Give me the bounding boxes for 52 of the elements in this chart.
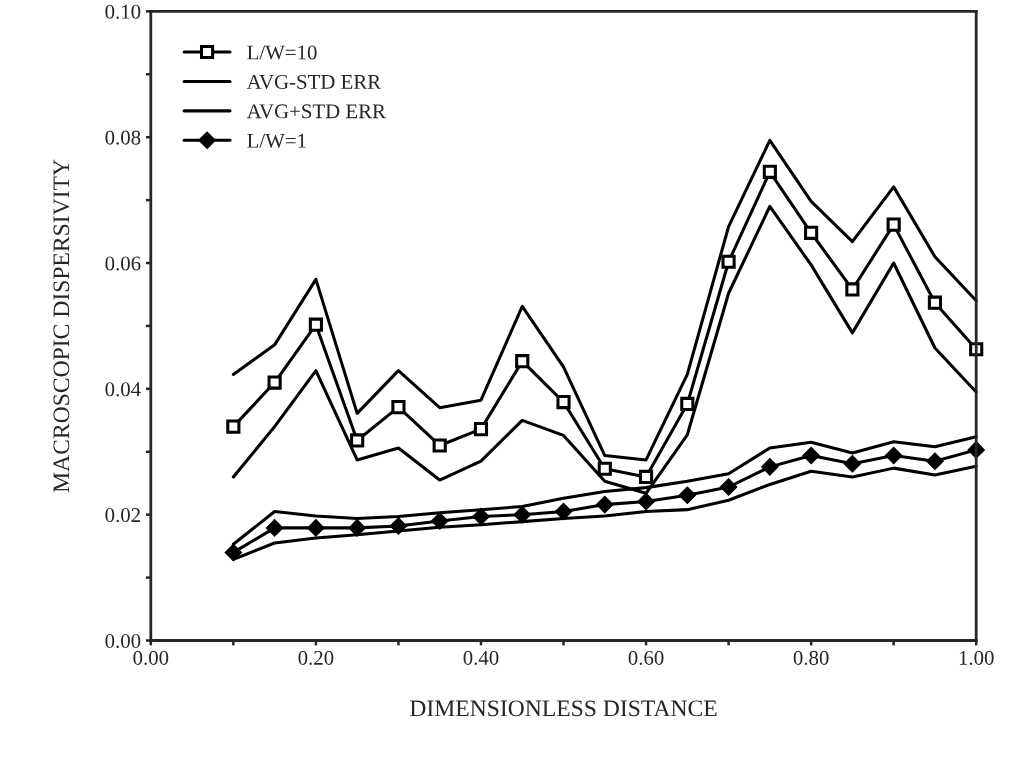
point [761, 458, 779, 476]
point [350, 433, 365, 448]
point [804, 225, 819, 240]
y-axis-title: MACROSCOPIC DISPERSIVITY [53, 159, 70, 493]
point [680, 396, 695, 412]
point [226, 419, 241, 434]
point [926, 452, 944, 470]
point [431, 512, 449, 530]
point [721, 254, 736, 269]
x-tick-label: 0.20 [298, 650, 334, 665]
point [885, 447, 903, 464]
point [678, 486, 696, 504]
point [762, 164, 777, 179]
x-tick-label: 0.00 [133, 650, 169, 665]
point [348, 519, 366, 537]
y-tick-label: 0.00 [105, 633, 141, 649]
point [596, 496, 614, 514]
point [886, 217, 901, 232]
x-axis-title: DIMENSIONLESS DISTANCE [410, 700, 717, 717]
point [637, 493, 655, 510]
point [267, 375, 282, 390]
point [432, 438, 447, 453]
point [555, 503, 572, 520]
x-tick-label: 0.80 [793, 650, 829, 665]
y-tick-label: 0.02 [105, 508, 140, 523]
point [472, 508, 490, 525]
point [927, 295, 943, 310]
point [308, 317, 323, 332]
legend-label: L/W=1 [247, 133, 306, 148]
x-tick-label: 0.40 [463, 650, 499, 665]
y-tick-label: 0.06 [105, 256, 141, 271]
point [556, 394, 571, 410]
point [802, 447, 820, 464]
x-tick-label: 0.60 [628, 650, 664, 665]
point [843, 455, 861, 473]
legend-label: AVG+STD ERR [246, 104, 386, 119]
point [638, 469, 654, 485]
x-tick-label: 1.00 [959, 650, 994, 665]
point [224, 544, 242, 561]
y-tick-label: 0.04 [105, 382, 141, 397]
legend-label: L/W=10 [247, 45, 317, 60]
legend-label: AVG-STD ERR [246, 74, 382, 90]
point [845, 282, 860, 297]
point [515, 354, 530, 369]
point [720, 478, 737, 496]
y-tick-label: 0.08 [105, 130, 141, 145]
point [473, 422, 489, 437]
y-tick-label: 0.10 [105, 4, 141, 19]
point [391, 400, 406, 415]
point [597, 461, 612, 476]
point [266, 519, 284, 537]
point [307, 519, 325, 537]
